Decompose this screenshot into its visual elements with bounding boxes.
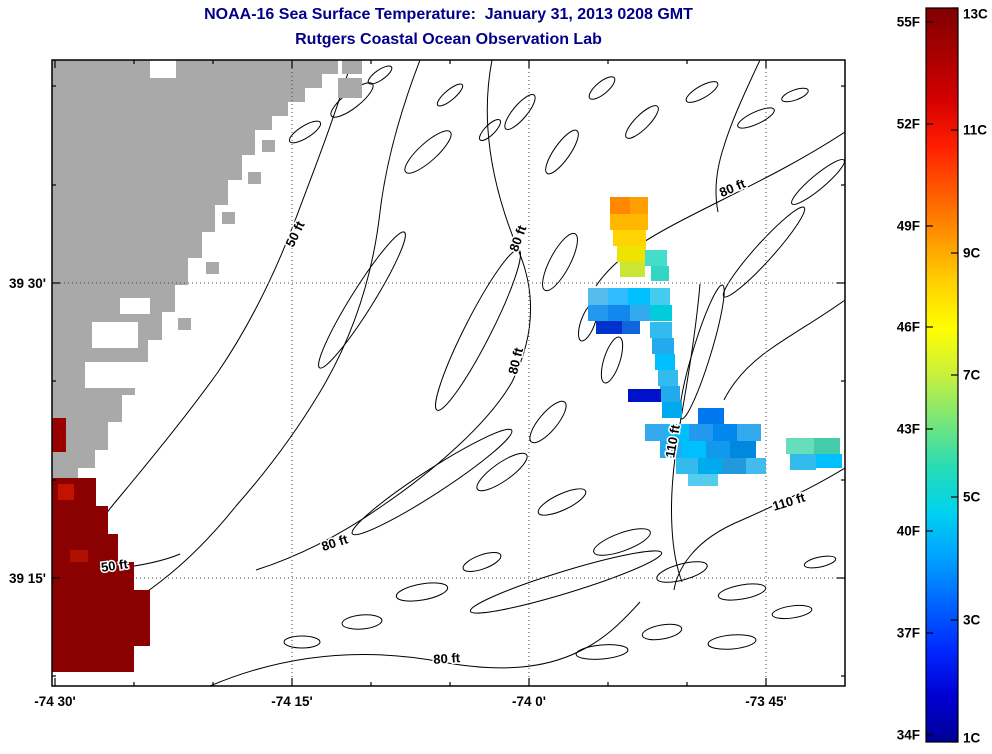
- colorbar-f-label: 40F: [897, 524, 920, 539]
- y-tick-label: 39 15': [9, 571, 46, 586]
- colorbar-f-label: 52F: [897, 117, 920, 132]
- colorbar-ticks: [926, 7, 958, 743]
- colorbar-c-label: 1C: [963, 731, 981, 746]
- contour-label-110ft: 110 ft: [771, 489, 808, 513]
- x-axis-labels: -74 30' -74 15' -74 0' -73 45': [34, 694, 787, 709]
- y-axis-labels: 39 30' 39 15': [9, 276, 46, 586]
- colorbar-celsius-labels: 13C 11C 9C 7C 5C 3C 1C: [963, 7, 988, 746]
- plot-frame: [51, 59, 846, 687]
- contour-label-50ft: 50 ft: [282, 218, 307, 249]
- colorbar-fahrenheit-labels: 55F 52F 49F 46F 43F 40F 37F 34F: [897, 15, 920, 743]
- colorbar-c-label: 3C: [963, 613, 981, 628]
- page-title: NOAA-16 Sea Surface Temperature: January…: [204, 6, 693, 23]
- contour-80ft-line-bottom: [209, 601, 641, 686]
- contour-extra-right: [723, 299, 845, 401]
- contour-110ft-line-right: [673, 467, 845, 591]
- colorbar-f-label: 55F: [897, 15, 920, 30]
- colorbar-f-label: 49F: [897, 219, 920, 234]
- grid-lines: [52, 60, 845, 686]
- contour-label-80ft: 80 ft: [433, 650, 461, 667]
- land-mask: [52, 60, 362, 482]
- contour-extra-top: [715, 60, 761, 213]
- contour-80ft-line: [255, 60, 532, 571]
- contour-80ft-line-topright: [595, 131, 845, 287]
- contour-label-80ft: 80 ft: [320, 531, 351, 554]
- axis-ticks: [52, 60, 845, 686]
- colorbar-c-label: 9C: [963, 246, 981, 261]
- colorbar-c-label: 11C: [963, 123, 987, 138]
- contour-label-50ft: 50 ft: [100, 556, 129, 575]
- page-subtitle: Rutgers Coastal Ocean Observation Lab: [295, 31, 602, 48]
- contour-blobs: [283, 65, 845, 660]
- contour-label-80ft: 80 ft: [505, 345, 526, 375]
- colorbar: 55F 52F 49F 46F 43F 40F 37F 34F 13C 11C …: [897, 7, 988, 746]
- contour-midshelf-line: [69, 60, 421, 631]
- colorbar-f-label: 43F: [897, 422, 920, 437]
- colorbar-f-label: 46F: [897, 320, 920, 335]
- x-tick-label: -74 15': [271, 694, 313, 709]
- x-tick-label: -74 0': [512, 694, 546, 709]
- y-tick-label: 39 30': [9, 276, 46, 291]
- colorbar-f-label: 34F: [897, 728, 920, 743]
- colorbar-c-label: 7C: [963, 368, 981, 383]
- sst-overlay: [52, 197, 842, 672]
- x-tick-label: -74 30': [34, 694, 76, 709]
- colorbar-c-label: 5C: [963, 490, 981, 505]
- colorbar-f-label: 37F: [897, 626, 920, 641]
- contour-label-80ft: 80 ft: [717, 175, 748, 200]
- colorbar-c-label: 13C: [963, 7, 988, 22]
- x-tick-label: -73 45': [745, 694, 787, 709]
- land-bays: [85, 60, 185, 388]
